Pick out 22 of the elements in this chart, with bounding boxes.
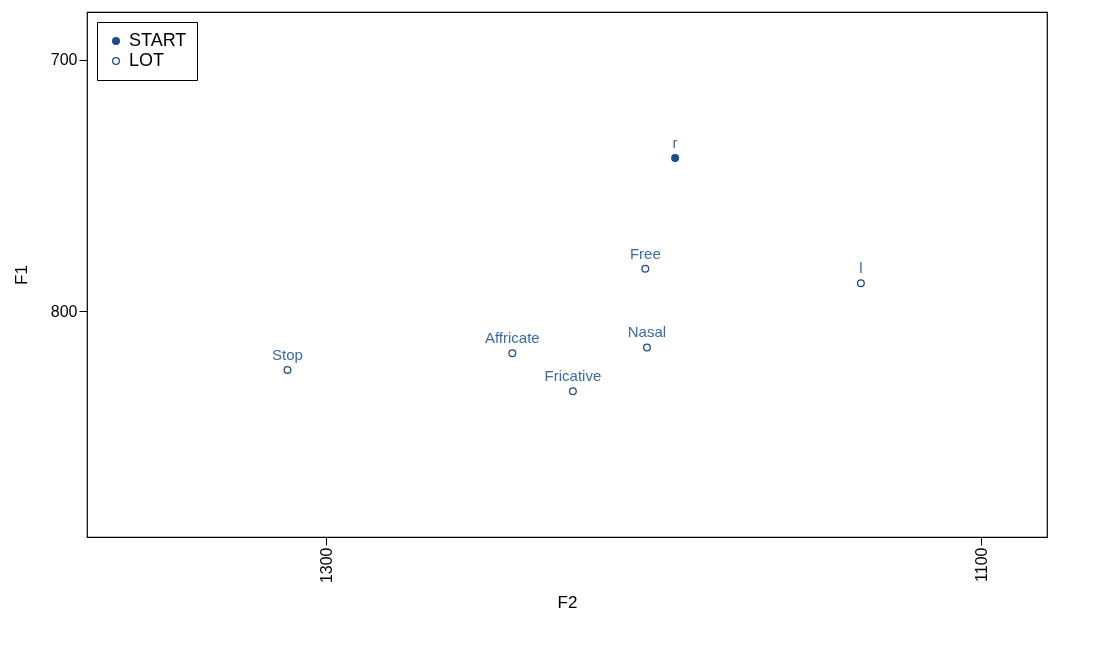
x-tick-label: 1100 [972, 547, 990, 582]
point [568, 387, 577, 396]
point [641, 264, 650, 273]
x-tick-label: 1300 [317, 547, 335, 584]
y-axis-title: F1 [11, 265, 31, 285]
annotation: Fricative [544, 367, 602, 385]
x-axis-title: F2 [557, 593, 578, 613]
y-tick-label: 800 [50, 303, 78, 320]
y-tick-label: 700 [50, 51, 78, 69]
legend-label: START [129, 30, 187, 50]
point [508, 349, 517, 358]
point [856, 279, 865, 288]
point [642, 343, 651, 352]
annotation: Stop [272, 345, 303, 363]
point [671, 153, 680, 162]
annotation: l [859, 259, 863, 277]
point [283, 365, 292, 374]
annotation: Nasal [627, 323, 667, 341]
annotation: Free [629, 244, 661, 262]
annotation: r [672, 133, 678, 151]
annotation: Affricate [484, 329, 540, 347]
legend-label: LOT [129, 50, 165, 70]
